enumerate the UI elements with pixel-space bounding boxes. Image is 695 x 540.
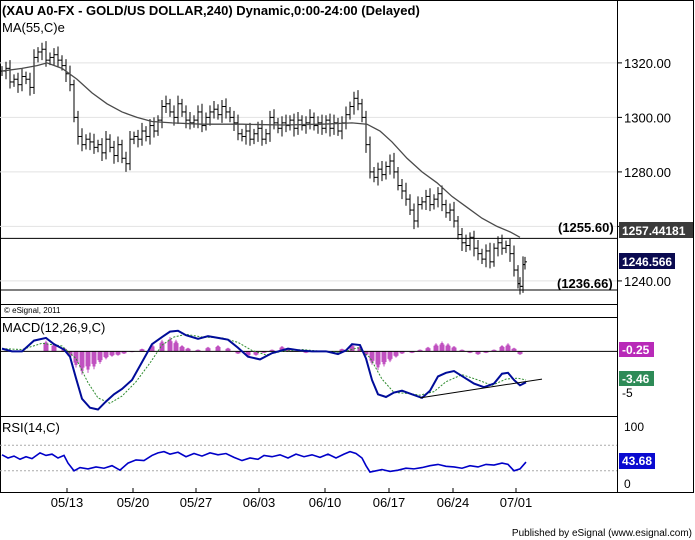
outer-frame <box>0 0 694 493</box>
ma-line <box>1 62 521 238</box>
rsi-levels <box>0 444 617 472</box>
rsi-label: RSI(14,C) <box>2 420 60 435</box>
last-price-badge <box>619 253 675 269</box>
price-bars <box>0 41 527 295</box>
macd-trendline <box>419 378 543 399</box>
rsi-tick-0: 0 <box>624 477 631 491</box>
price-tick-label: 1280.00 <box>624 165 671 180</box>
x-tick-label: 06/17 <box>373 495 406 510</box>
x-tick-label: 07/01 <box>500 495 533 510</box>
macd-y-tick: -5 <box>622 386 633 400</box>
pane-frames <box>0 0 694 493</box>
macd-line <box>1 329 527 411</box>
macd-zero-text: -0.25 <box>622 343 650 357</box>
macd-signal-badge <box>619 371 654 386</box>
x-tick-label: 05/13 <box>51 495 84 510</box>
x-tick-label: 06/10 <box>309 495 342 510</box>
rsi-value-badge <box>619 453 655 469</box>
price-tick-label: 1320.00 <box>624 56 671 71</box>
x-axis-ticks: 05/13 05/20 05/27 06/03 06/10 06/17 06/24 07/01 <box>51 488 533 510</box>
rsi-tick-100: 100 <box>624 420 644 434</box>
ma-label: MA(55,C)e <box>2 20 65 35</box>
x-tick-label: 06/24 <box>437 495 470 510</box>
rsi-line <box>1 450 527 473</box>
price-tick-label: 1240.00 <box>624 274 671 289</box>
x-tick-label: 05/20 <box>117 495 150 510</box>
ma-value-badge <box>619 222 693 238</box>
resistance-annotation: (1255.60) <box>558 220 614 235</box>
price-levels <box>0 237 617 291</box>
macd-zero-badge <box>619 342 654 357</box>
x-tick-label: 06/03 <box>243 495 276 510</box>
macd-label: MACD(12,26,9,C) <box>2 320 105 335</box>
published-by: Published by eSignal (www.esignal.com) <box>512 528 692 539</box>
support-annotation: (1236.66) <box>557 276 613 291</box>
rsi-value-text: 43.68 <box>622 454 652 468</box>
x-tick-label: 05/27 <box>180 495 213 510</box>
macd-signal-text: -3.46 <box>622 372 650 386</box>
price-grid <box>0 62 617 282</box>
chart-title: (XAU A0-FX - GOLD/US DOLLAR,240) Dynamic… <box>2 3 420 18</box>
last-price-text: 1246.566 <box>622 255 672 269</box>
copyright-label: © eSignal, 2011 <box>4 306 61 315</box>
ma-value-text: 1257.44181 <box>622 224 686 238</box>
price-tick-label: 1300.00 <box>624 110 671 125</box>
